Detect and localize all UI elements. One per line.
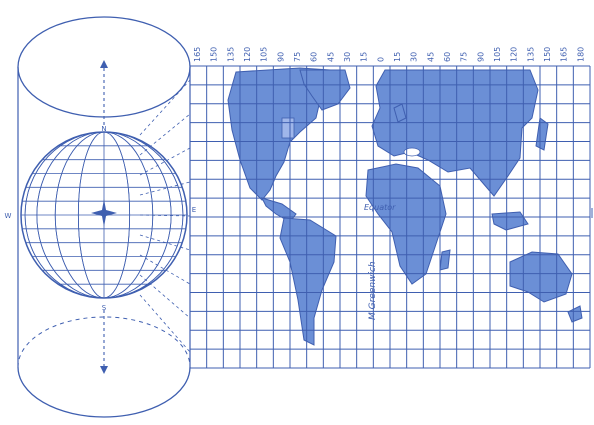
british-isles-shape xyxy=(393,103,407,123)
australia-shape xyxy=(509,251,573,303)
south-america-shape xyxy=(279,217,337,346)
longitude-label: 30 xyxy=(410,52,419,62)
longitude-label: 60 xyxy=(443,52,452,62)
north-arrow-icon xyxy=(100,60,108,68)
projection-ray xyxy=(139,181,191,196)
longitude-label: 105 xyxy=(493,47,502,62)
projection-ray xyxy=(139,214,191,217)
map-grid xyxy=(189,65,591,369)
globe-east-label: E xyxy=(192,206,196,214)
world-map: 165 150 135 120 105 90 75 60 45 30 15 0 15 30 45 60 75 90… xyxy=(189,47,593,369)
longitude-label: 45 xyxy=(426,52,435,62)
projection-ray xyxy=(139,79,191,136)
greenland-shape xyxy=(299,69,351,111)
cylinder-bottom-front-arc xyxy=(17,366,191,418)
projection-ray xyxy=(139,113,191,156)
longitude-label: 165 xyxy=(193,47,202,62)
longitude-label: 120 xyxy=(510,47,519,62)
equator-label: Equator xyxy=(364,203,396,212)
longitude-labels: 165 150 135 120 105 90 75 60 45 30 15 0 15 30 45 60 75 90… xyxy=(193,47,585,62)
hudson-area-light-patch xyxy=(281,117,295,139)
globe-center-star-icon xyxy=(91,199,117,227)
projection-ray xyxy=(139,234,191,251)
africa-shape xyxy=(365,163,447,285)
longitude-label: 135 xyxy=(226,47,235,62)
longitude-label: 180 xyxy=(576,47,585,62)
globe-south-label: S xyxy=(102,304,107,312)
longitude-label: 150 xyxy=(543,47,552,62)
globe-meridian-line xyxy=(24,131,184,299)
madagascar-shape xyxy=(439,249,451,271)
globe-west-label: W xyxy=(5,212,12,220)
projection-rays xyxy=(139,79,191,353)
greenwich-meridian-label: M Greenwich xyxy=(368,261,378,320)
globe-north-label: N xyxy=(101,125,106,133)
globe: N S W E xyxy=(5,125,197,312)
eurasia-shape xyxy=(371,69,539,197)
mediterranean-sea xyxy=(403,147,421,157)
projection-ray xyxy=(139,274,191,319)
longitude-label: 15 xyxy=(393,52,402,62)
longitude-label: 165 xyxy=(560,47,569,62)
projection-ray xyxy=(139,294,191,353)
longitude-label: 150 xyxy=(210,47,219,62)
new-zealand-shape xyxy=(567,305,583,323)
longitude-label: 75 xyxy=(460,52,469,62)
continents xyxy=(227,67,583,346)
longitude-label: 90 xyxy=(276,52,285,62)
longitude-label: 105 xyxy=(260,47,269,62)
longitude-label: 75 xyxy=(293,52,302,62)
longitude-label: 0 xyxy=(376,57,385,62)
south-arrow-icon xyxy=(100,366,108,374)
longitude-label: 90 xyxy=(476,52,485,62)
longitude-label: 45 xyxy=(326,52,335,62)
longitude-label: 120 xyxy=(243,47,252,62)
cylinder-bottom-back-arc xyxy=(17,316,191,368)
longitude-label: 15 xyxy=(360,52,369,62)
longitude-label: 60 xyxy=(310,52,319,62)
longitude-label: 30 xyxy=(343,52,352,62)
longitude-label: 135 xyxy=(526,47,535,62)
projection-ray xyxy=(139,254,191,285)
indonesia-shape xyxy=(491,211,529,231)
